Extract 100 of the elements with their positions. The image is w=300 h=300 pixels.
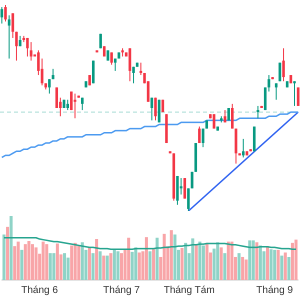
bar [202, 245, 205, 280]
candlestick [4, 4, 7, 22]
bar [162, 234, 166, 280]
bar [280, 256, 284, 280]
bar [24, 244, 27, 280]
candlestick [282, 48, 285, 82]
candlestick [231, 103, 234, 130]
x-tick-label: Tháng 9 [256, 284, 294, 296]
bar [220, 247, 223, 280]
bar [294, 240, 298, 280]
bar [191, 238, 194, 280]
candlestick [150, 97, 154, 121]
bar [56, 244, 59, 280]
bar [156, 238, 159, 280]
candlestick [30, 42, 32, 62]
candlestick [154, 97, 157, 121]
bar [30, 244, 34, 280]
candlestick [278, 62, 282, 82]
bar [144, 237, 148, 280]
bar [112, 250, 116, 280]
bar [70, 245, 74, 280]
bar [273, 250, 276, 280]
x-tick-label: Tháng 7 [103, 284, 140, 296]
candlestick [224, 110, 226, 123]
bar [194, 244, 198, 280]
candlestick [183, 178, 186, 200]
candlestick [0, 6, 4, 24]
candlestick [70, 91, 73, 111]
bar [34, 247, 38, 280]
bar [241, 256, 244, 280]
bar [290, 242, 294, 280]
bar [170, 230, 173, 280]
bar [77, 245, 80, 280]
bar [16, 242, 20, 280]
candlestick [110, 52, 113, 66]
candlestick [74, 93, 76, 119]
candlestick [48, 78, 51, 94]
candlestick [274, 82, 278, 100]
bar [148, 251, 152, 280]
bar [184, 242, 188, 280]
bar [130, 252, 134, 280]
bar [287, 256, 290, 280]
bar [284, 252, 287, 280]
candlestick [227, 108, 230, 121]
bar [116, 251, 120, 280]
candlestick [26, 37, 29, 57]
bar [276, 250, 280, 280]
bar [226, 242, 230, 280]
candlestick [158, 99, 160, 123]
bar [266, 246, 270, 280]
bar [88, 248, 91, 280]
bar [6, 226, 10, 280]
candlestick [187, 188, 190, 212]
candlestick [293, 80, 296, 106]
candlestick [212, 114, 216, 130]
candlestick [190, 171, 194, 189]
bar [80, 242, 84, 280]
bar [48, 253, 52, 280]
bar [45, 244, 48, 280]
bar [42, 242, 45, 280]
bar [120, 253, 124, 280]
candlestick [256, 105, 260, 119]
candlestick [268, 74, 270, 92]
bar [138, 252, 141, 280]
candlestick [242, 138, 245, 158]
bar [106, 256, 109, 280]
candlestick [99, 33, 102, 49]
bar [95, 239, 98, 280]
x-tick-label: Tháng 6 [21, 284, 58, 296]
bar [230, 242, 234, 280]
bar [127, 238, 130, 280]
bar [52, 253, 56, 280]
bar [216, 242, 220, 280]
bar [252, 240, 255, 280]
candlestick [296, 86, 300, 106]
candlestick [198, 126, 201, 144]
candlestick [66, 99, 69, 111]
bar [223, 253, 226, 280]
bar [270, 249, 273, 280]
bar [92, 253, 95, 280]
bar [74, 242, 77, 280]
candlestick [114, 58, 117, 72]
bar [20, 250, 24, 280]
candlestick [92, 60, 95, 84]
bar [10, 216, 13, 280]
bar [102, 256, 106, 280]
candlestick [15, 31, 18, 62]
candlestick [128, 48, 132, 82]
candlestick [8, 14, 10, 60]
bar [98, 251, 102, 280]
bar [248, 240, 252, 280]
bar [258, 245, 262, 280]
bar [134, 247, 138, 280]
candlestick [88, 74, 91, 86]
bar [180, 248, 184, 280]
bar [109, 253, 112, 280]
bar [63, 253, 66, 280]
bar [244, 260, 248, 280]
x-tick-label: Tháng Tám [164, 284, 215, 296]
bar [198, 242, 202, 280]
